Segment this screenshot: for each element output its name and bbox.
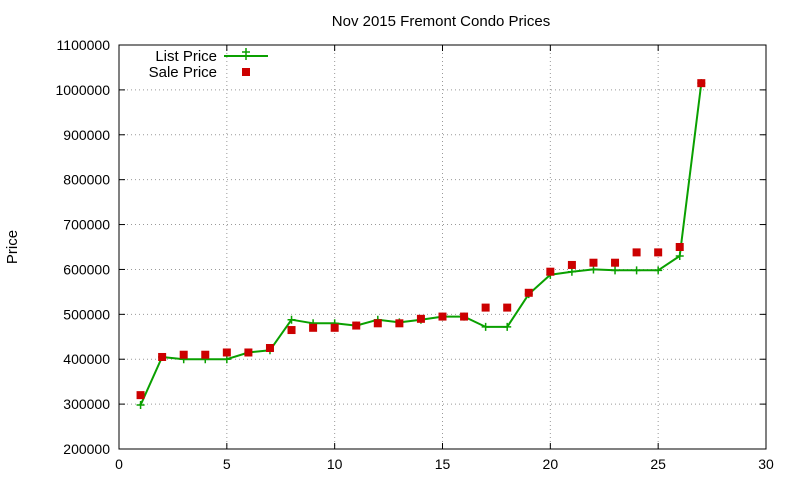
list-price-point (222, 355, 231, 364)
list-price-point (287, 315, 296, 324)
sale-price-point (481, 303, 490, 312)
sale-price-point (158, 352, 167, 361)
legend-sale-price-marker (242, 68, 250, 76)
chart-title: Nov 2015 Fremont Condo Prices (332, 13, 550, 30)
sale-price-point (567, 260, 576, 269)
sale-price-point (244, 348, 253, 357)
sale-price-point (265, 344, 274, 352)
x-tick-label: 20 (543, 456, 559, 472)
list-price-point (611, 266, 620, 275)
x-tick-label: 0 (115, 456, 123, 472)
grid-layer (119, 45, 766, 449)
y-tick-label: 400000 (63, 351, 110, 367)
x-tick-label: 10 (327, 456, 343, 472)
y-tick-label: 600000 (63, 261, 110, 277)
sale-price-point (589, 258, 598, 267)
y-tick-label: 1000000 (55, 82, 110, 98)
sale-price-point (395, 319, 404, 328)
list-price-point (654, 266, 663, 275)
sale-price-point (416, 314, 425, 323)
tick-layer: 0 5 10 15 20 25 30 200000 300000 400000 500000 6000… (55, 37, 774, 472)
sale-price-point (136, 391, 145, 400)
y-tick-label: 500000 (63, 306, 110, 322)
list-price-point (503, 322, 512, 331)
sale-price-point (438, 312, 447, 321)
y-tick-label: 800000 (63, 172, 110, 188)
y-axis-label: Price (4, 230, 21, 264)
sale-price-point (201, 350, 210, 359)
legend-list-price-marker (242, 48, 250, 60)
y-tick-label: 1100000 (57, 37, 111, 53)
list-price-point (589, 265, 598, 274)
x-tick-label: 15 (435, 456, 451, 472)
sale-price-point (330, 323, 339, 332)
sale-price-point (287, 326, 296, 335)
x-tick-label: 5 (223, 456, 231, 472)
y-tick-label: 200000 (63, 441, 110, 457)
sale-price-point (611, 258, 620, 267)
y-tick-label: 700000 (63, 217, 110, 233)
list-price-point (136, 401, 145, 410)
legend-label-sale-price: Sale Price (149, 64, 217, 81)
sale-price-point (309, 323, 318, 332)
list-price-point (481, 322, 490, 331)
sale-price-point (460, 312, 469, 321)
sale-price-point (179, 350, 188, 359)
sale-price-point (632, 248, 641, 257)
legend: List Price Sale Price (149, 48, 268, 81)
sale-price-point (373, 319, 382, 328)
sale-price-point (546, 267, 555, 276)
sale-price-point (352, 321, 361, 330)
legend-label-list-price: List Price (155, 48, 217, 65)
sale-price-point (697, 79, 706, 88)
series-layer (136, 79, 706, 410)
sale-price-point (524, 288, 533, 297)
sale-price-point (503, 303, 512, 312)
x-tick-label: 25 (650, 456, 666, 472)
list-price-point (632, 266, 641, 275)
list-price-line (139, 83, 703, 406)
y-tick-label: 300000 (63, 396, 110, 412)
list-price-point (675, 251, 684, 260)
list-price-point (567, 267, 576, 276)
sale-price-point (654, 248, 663, 257)
sale-price-point (222, 348, 231, 357)
sale-price-point (675, 243, 684, 251)
x-tick-label: 30 (758, 456, 774, 472)
y-tick-label: 900000 (63, 127, 110, 143)
